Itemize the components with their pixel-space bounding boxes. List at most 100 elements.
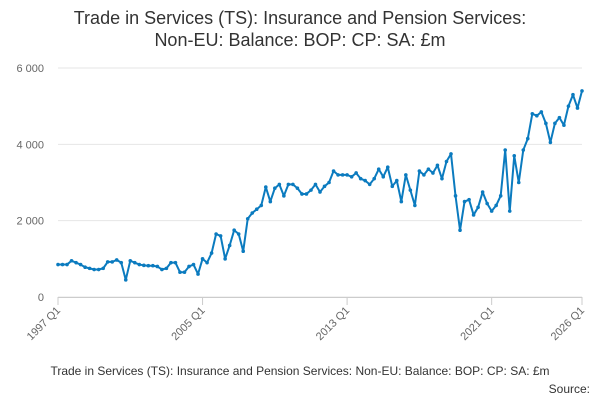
data-point <box>191 262 196 267</box>
data-point <box>227 243 232 248</box>
data-point <box>503 148 508 152</box>
x-tick-label: 2013 Q1 <box>314 305 352 343</box>
data-point <box>404 173 408 177</box>
data-point <box>553 121 557 126</box>
data-point <box>196 272 200 276</box>
data-point <box>557 115 562 120</box>
y-tick-label: 4 000 <box>16 139 44 151</box>
data-point <box>539 110 544 114</box>
data-point <box>119 260 124 265</box>
data-point <box>340 173 345 177</box>
data-point <box>209 251 214 255</box>
data-point <box>286 182 291 187</box>
data-point <box>60 262 65 267</box>
data-point <box>309 188 313 192</box>
data-point <box>69 258 74 263</box>
data-point <box>444 159 449 164</box>
data-point <box>422 173 426 177</box>
data-point <box>494 203 498 208</box>
data-point <box>259 203 264 208</box>
data-point <box>580 89 584 93</box>
data-point <box>218 234 223 238</box>
data-point <box>263 185 268 189</box>
chart-title: Trade in Services (TS): Insurance and Pe… <box>74 8 527 28</box>
data-point <box>453 194 458 198</box>
data-point <box>535 113 539 118</box>
data-point <box>521 148 526 152</box>
data-point <box>575 106 580 110</box>
data-point <box>105 260 110 264</box>
data-point <box>65 262 69 267</box>
data-point <box>232 228 236 233</box>
data-point <box>83 265 87 270</box>
data-point <box>530 112 535 116</box>
data-point <box>367 182 372 187</box>
y-tick-label: 0 <box>38 292 44 304</box>
data-point <box>385 165 390 170</box>
data-point <box>327 180 331 185</box>
data-point <box>376 167 381 171</box>
data-point <box>137 262 142 267</box>
data-point <box>372 176 377 181</box>
data-point <box>476 205 480 210</box>
data-point <box>331 169 336 173</box>
data-point <box>182 270 187 274</box>
data-point <box>273 186 277 191</box>
x-tick-label: 2005 Q1 <box>169 305 207 343</box>
data-point <box>277 182 282 187</box>
data-point <box>525 136 530 141</box>
y-tick-label: 6 000 <box>16 63 44 75</box>
data-point <box>155 264 160 269</box>
data-point <box>78 262 83 267</box>
data-point <box>322 184 327 189</box>
data-point <box>173 260 178 265</box>
data-point <box>214 232 218 236</box>
chart-title: Non-EU: Balance: BOP: CP: SA: £m <box>154 30 445 50</box>
data-point <box>160 267 164 272</box>
data-point <box>200 257 205 261</box>
data-point <box>114 258 119 262</box>
data-point <box>223 257 227 261</box>
data-point <box>178 270 182 274</box>
data-point <box>489 209 494 213</box>
x-tick-label: 2021 Q1 <box>458 305 496 343</box>
x-tick-label: 2026 Q1 <box>549 305 587 343</box>
data-point <box>87 266 92 271</box>
data-point <box>440 176 444 181</box>
data-point <box>498 194 503 198</box>
data-point <box>449 152 453 156</box>
data-point <box>250 211 255 215</box>
data-point <box>151 263 155 268</box>
data-point <box>318 190 322 194</box>
y-tick-label: 2 000 <box>16 216 44 228</box>
data-point <box>128 258 133 263</box>
data-point <box>390 184 395 189</box>
data-point <box>485 201 489 206</box>
data-point <box>282 194 286 198</box>
data-point <box>187 264 191 269</box>
data-point <box>431 171 435 175</box>
data-line <box>58 90 583 281</box>
data-point <box>110 260 115 264</box>
data-point <box>313 182 318 187</box>
data-point <box>142 263 146 268</box>
data-point <box>345 173 349 177</box>
data-point <box>544 121 548 126</box>
data-point <box>254 207 259 212</box>
data-point <box>74 260 78 265</box>
data-point <box>363 178 367 183</box>
data-point <box>236 232 241 236</box>
data-point <box>268 199 273 204</box>
data-point <box>205 260 209 265</box>
data-point <box>426 167 431 171</box>
data-point <box>413 203 417 208</box>
data-point <box>381 174 386 179</box>
data-point <box>295 186 300 191</box>
data-point <box>101 266 105 271</box>
data-point <box>467 197 471 202</box>
data-point <box>358 176 363 181</box>
data-point <box>245 216 250 221</box>
data-point <box>417 169 422 173</box>
